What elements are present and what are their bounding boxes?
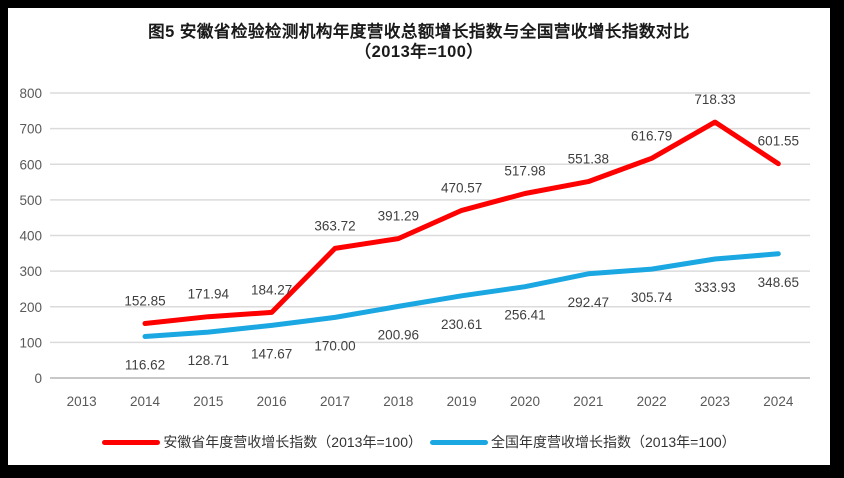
y-axis-tick-label: 600 — [19, 157, 42, 172]
x-axis-tick-label: 2015 — [193, 394, 223, 409]
anhui-series-line-swatch — [102, 439, 161, 445]
data-point-label: 116.62 — [125, 357, 165, 372]
x-axis-tick-label: 2018 — [383, 394, 413, 409]
data-point-label: 348.65 — [758, 275, 799, 290]
figure-canvas: 图5 安徽省检验检测机构年度营收总额增长指数与全国营收增长指数对比 （2013年… — [8, 8, 830, 465]
data-point-label: 551.38 — [568, 152, 609, 167]
y-axis-tick-label: 800 — [19, 86, 42, 101]
data-point-label: 184.27 — [251, 282, 292, 297]
x-axis-tick-label: 2016 — [257, 394, 287, 409]
x-axis-tick-label: 2013 — [67, 394, 97, 409]
chart-legend: 安徽省年度营收增长指数（2013年=100） 全国年度营收增长指数（2013年=… — [8, 432, 830, 452]
data-point-label: 230.61 — [441, 317, 482, 332]
legend-label-anhui: 安徽省年度营收增长指数（2013年=100） — [163, 434, 422, 450]
legend-label-national: 全国年度营收增长指数（2013年=100） — [491, 434, 736, 450]
data-point-label: 470.57 — [441, 180, 482, 195]
chart-title: 图5 安徽省检验检测机构年度营收总额增长指数与全国营收增长指数对比 （2013年… — [8, 22, 830, 62]
data-point-label: 147.67 — [251, 346, 292, 361]
data-point-label: 200.96 — [378, 327, 419, 342]
y-axis-tick-label: 0 — [34, 371, 42, 386]
y-axis-tick-label: 400 — [19, 229, 42, 244]
data-point-label: 171.94 — [188, 287, 230, 302]
data-point-label: 363.72 — [314, 218, 355, 233]
data-point-label: 718.33 — [694, 92, 735, 107]
data-point-label: 292.47 — [568, 295, 609, 310]
data-point-label: 616.79 — [631, 128, 672, 143]
x-axis-tick-label: 2024 — [763, 394, 794, 409]
anhui-series-line — [142, 119, 781, 326]
x-axis-tick-label: 2023 — [700, 394, 730, 409]
data-point-label: 128.71 — [188, 353, 229, 368]
x-axis-tick-label: 2021 — [573, 394, 603, 409]
national-series-line — [142, 251, 781, 339]
y-axis-tick-label: 500 — [19, 193, 42, 208]
y-axis-tick-label: 100 — [19, 335, 42, 350]
y-axis-tick-label: 700 — [19, 122, 42, 137]
y-axis-tick-label: 200 — [19, 300, 42, 315]
x-axis-tick-label: 2017 — [320, 394, 350, 409]
data-point-label: 391.29 — [378, 209, 419, 224]
x-axis-tick-label: 2014 — [130, 394, 161, 409]
data-point-label: 333.93 — [694, 280, 735, 295]
legend-item-national: 全国年度营收增长指数（2013年=100） — [430, 432, 736, 452]
data-point-label: 517.98 — [504, 163, 545, 178]
legend-item-anhui: 安徽省年度营收增长指数（2013年=100） — [102, 432, 422, 452]
chart-title-line1: 图5 安徽省检验检测机构年度营收总额增长指数与全国营收增长指数对比 — [148, 23, 690, 41]
x-axis-tick-label: 2022 — [637, 394, 667, 409]
national-series-line-swatch — [430, 439, 488, 445]
x-axis-tick-label: 2020 — [510, 394, 540, 409]
y-axis-tick-label: 300 — [19, 264, 42, 279]
data-point-label: 170.00 — [314, 338, 355, 353]
data-point-label: 601.55 — [758, 134, 799, 149]
x-axis-tick-label: 2019 — [447, 394, 477, 409]
data-point-label: 256.41 — [504, 308, 545, 323]
data-point-label: 152.85 — [124, 294, 165, 309]
chart-title-line2: （2013年=100） — [354, 43, 484, 61]
line-chart-plot-area: 0 100 200 300 400 500 600 700 800 2013 2014 2015 201… — [19, 86, 810, 409]
data-point-label: 305.74 — [631, 290, 673, 305]
